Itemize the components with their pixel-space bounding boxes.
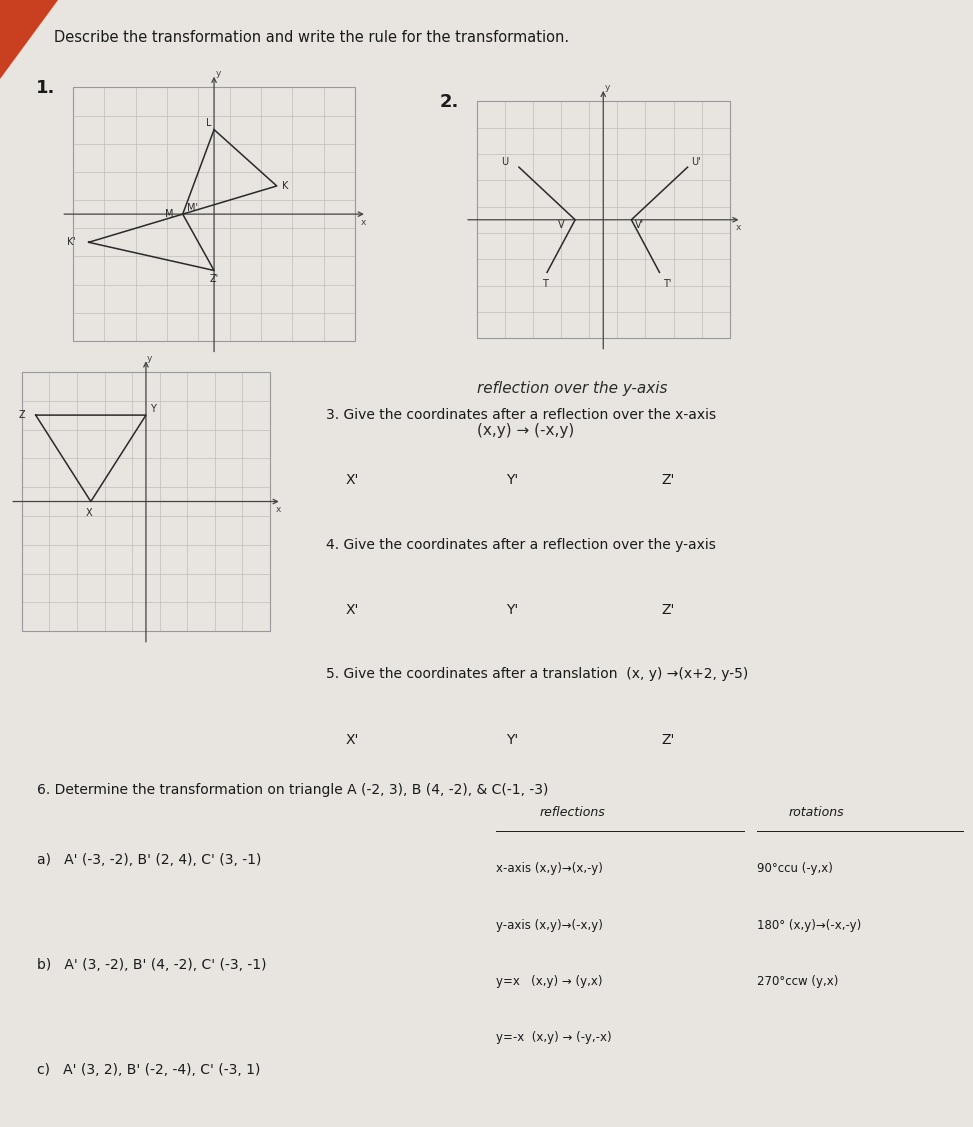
Text: X': X' <box>345 733 359 746</box>
Polygon shape <box>0 0 58 79</box>
Text: Z': Z' <box>662 733 675 746</box>
Text: y: y <box>215 69 221 78</box>
Text: U': U' <box>692 157 702 167</box>
Text: 270°ccw (y,x): 270°ccw (y,x) <box>757 975 839 988</box>
Text: Y': Y' <box>506 733 519 746</box>
Text: K': K' <box>67 238 76 247</box>
Text: 4. Give the coordinates after a reflection over the y-axis: 4. Give the coordinates after a reflecti… <box>326 538 716 551</box>
Text: L: L <box>206 118 212 127</box>
Text: M: M <box>165 210 174 219</box>
Text: y-axis (x,y)→(-x,y): y-axis (x,y)→(-x,y) <box>496 919 603 932</box>
Text: x: x <box>361 218 367 227</box>
Text: 90°ccu (-y,x): 90°ccu (-y,x) <box>757 862 833 876</box>
Text: b)   A' (3, -2), B' (4, -2), C' (-3, -1): b) A' (3, -2), B' (4, -2), C' (-3, -1) <box>37 958 267 971</box>
Text: c)   A' (3, 2), B' (-2, -4), C' (-3, 1): c) A' (3, 2), B' (-2, -4), C' (-3, 1) <box>37 1063 261 1076</box>
Bar <box>21 372 270 631</box>
Text: Y': Y' <box>506 473 519 487</box>
Bar <box>477 101 730 338</box>
Text: X': X' <box>345 603 359 616</box>
Text: reflections: reflections <box>540 806 606 819</box>
Text: V: V <box>558 221 564 230</box>
Text: Y': Y' <box>506 603 519 616</box>
Text: M': M' <box>187 204 198 213</box>
Text: Describe the transformation and write the rule for the transformation.: Describe the transformation and write th… <box>54 30 568 45</box>
Text: K: K <box>281 181 288 190</box>
Text: 1.: 1. <box>36 79 55 97</box>
Text: y: y <box>147 354 153 363</box>
Text: T: T <box>542 278 548 289</box>
Text: Z': Z' <box>662 603 675 616</box>
Text: rotations: rotations <box>788 806 844 819</box>
Text: x: x <box>736 223 741 232</box>
Text: Y: Y <box>150 405 156 415</box>
Text: 180° (x,y)→(-x,-y): 180° (x,y)→(-x,-y) <box>757 919 861 932</box>
Text: U: U <box>501 157 509 167</box>
Text: 5. Give the coordinates after a translation  (x, y) →(x+2, y-5): 5. Give the coordinates after a translat… <box>326 667 748 681</box>
Text: y=x   (x,y) → (y,x): y=x (x,y) → (y,x) <box>496 975 602 988</box>
Text: 3. Give the coordinates after a reflection over the x-axis: 3. Give the coordinates after a reflecti… <box>326 408 716 421</box>
Text: V': V' <box>635 221 644 230</box>
Text: x: x <box>276 505 281 514</box>
Text: Z': Z' <box>662 473 675 487</box>
Text: y=-x  (x,y) → (-y,-x): y=-x (x,y) → (-y,-x) <box>496 1031 612 1045</box>
Text: X': X' <box>345 473 359 487</box>
Text: reflection over the y-axis: reflection over the y-axis <box>477 381 667 396</box>
Text: y: y <box>604 83 610 92</box>
Text: X: X <box>86 508 92 517</box>
Bar <box>73 87 355 340</box>
Text: x-axis (x,y)→(x,-y): x-axis (x,y)→(x,-y) <box>496 862 603 876</box>
Text: (x,y) → (-x,y): (x,y) → (-x,y) <box>477 423 574 437</box>
Text: 6. Determine the transformation on triangle A (-2, 3), B (4, -2), & C(-1, -3): 6. Determine the transformation on trian… <box>37 783 549 797</box>
Text: Z: Z <box>18 410 24 420</box>
Text: Z': Z' <box>209 275 218 284</box>
Text: a)   A' (-3, -2), B' (2, 4), C' (3, -1): a) A' (-3, -2), B' (2, 4), C' (3, -1) <box>37 853 262 867</box>
Text: 2.: 2. <box>440 94 459 112</box>
Text: T': T' <box>664 278 671 289</box>
